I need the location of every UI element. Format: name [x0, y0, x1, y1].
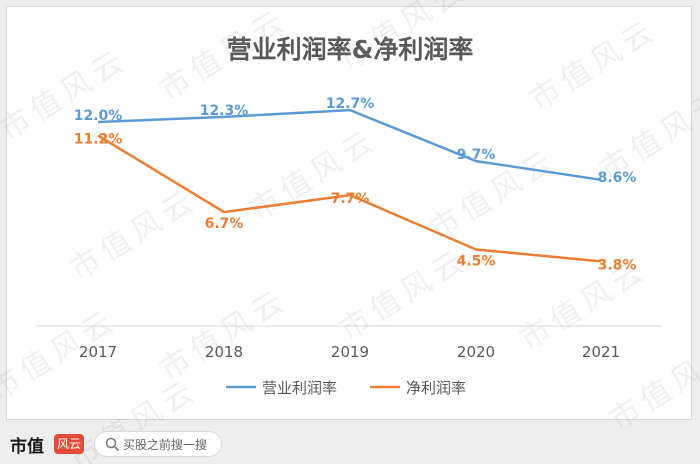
brand-badge: 风云: [54, 434, 84, 454]
data-label-net-2021: 3.8%: [598, 257, 637, 273]
x-tick-label-2018: 2018: [205, 343, 243, 361]
data-label-operating-2019: 12.7%: [326, 96, 375, 112]
data-label-operating-2020: 9.7%: [457, 147, 496, 163]
data-label-operating-2021: 8.6%: [598, 170, 637, 186]
x-tick-label-2021: 2021: [582, 343, 620, 361]
chart-title: 营业利润率&净利润率: [227, 35, 474, 64]
x-tick-label-2020: 2020: [457, 343, 495, 361]
chart-legend: 营业利润率 净利润率: [226, 379, 466, 397]
search-icon: [105, 437, 119, 451]
data-label-net-2019: 7.7%: [331, 191, 370, 207]
series-line-net-margin: [97, 134, 602, 263]
data-label-operating-2018: 12.3%: [200, 103, 249, 119]
series-line-operating-margin: [97, 108, 602, 182]
x-tick-label-2019: 2019: [331, 343, 369, 361]
bottom-bar: 市值 风云 买股之前搜一搜: [0, 424, 700, 464]
data-label-net-2018: 6.7%: [205, 216, 244, 232]
data-label-operating-2017: 12.0%: [74, 108, 123, 124]
legend-label-operating-margin: 营业利润率: [262, 379, 337, 397]
data-label-net-2017: 11.2%: [74, 132, 123, 148]
x-tick-label-2017: 2017: [79, 343, 117, 361]
chart-card: [6, 6, 692, 420]
data-label-net-2020: 4.5%: [457, 254, 496, 270]
brand-logo-text: 市值: [10, 437, 44, 457]
legend-label-net-margin: 净利润率: [406, 379, 466, 397]
search-placeholder: 买股之前搜一搜: [123, 438, 208, 452]
search-box[interactable]: 买股之前搜一搜: [94, 431, 222, 457]
